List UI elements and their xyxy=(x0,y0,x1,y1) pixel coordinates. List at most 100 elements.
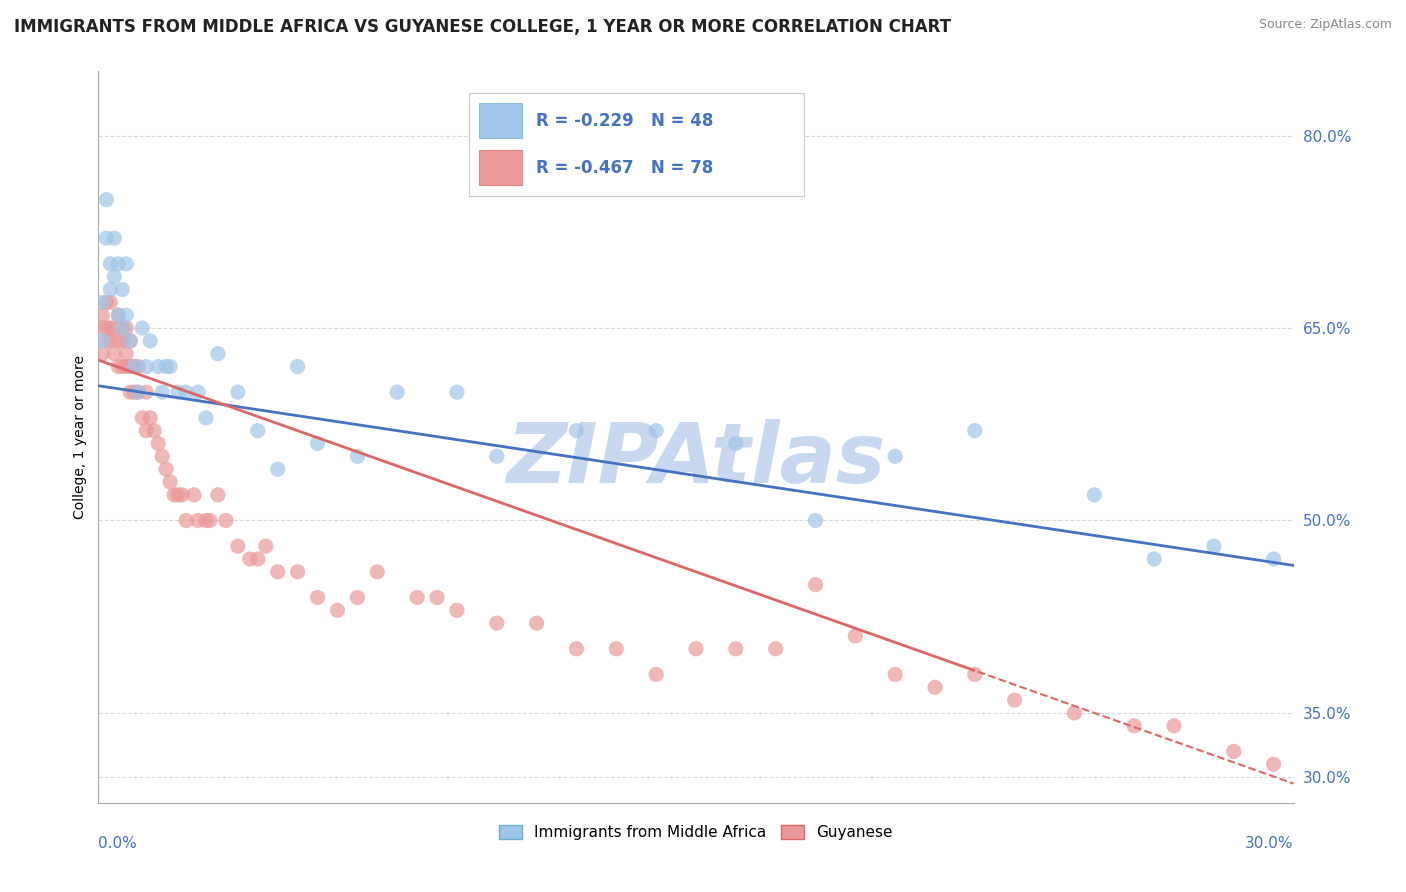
Point xyxy=(1123,719,1146,733)
Point xyxy=(98,295,122,310)
Point xyxy=(485,616,508,631)
Point xyxy=(107,308,129,322)
Point xyxy=(226,539,249,553)
Point xyxy=(131,410,153,425)
Point xyxy=(1163,719,1185,733)
Point xyxy=(120,334,142,348)
Point xyxy=(163,488,186,502)
Point xyxy=(98,321,122,335)
Point xyxy=(111,283,134,297)
Point xyxy=(765,641,787,656)
Point xyxy=(159,359,181,374)
Point xyxy=(127,359,149,374)
Point xyxy=(111,359,134,374)
Point xyxy=(98,257,122,271)
Point xyxy=(1263,757,1285,772)
Point xyxy=(884,450,907,464)
Point xyxy=(724,641,747,656)
Point xyxy=(207,488,229,502)
Point xyxy=(385,385,409,400)
Point xyxy=(131,321,153,335)
Point xyxy=(107,359,129,374)
Point xyxy=(120,334,142,348)
Point xyxy=(446,385,468,400)
Point xyxy=(645,667,668,681)
Point xyxy=(1083,488,1105,502)
Point xyxy=(127,385,149,400)
Point xyxy=(115,308,138,322)
Point xyxy=(198,514,221,528)
Point xyxy=(124,359,146,374)
Point xyxy=(963,424,986,438)
Point xyxy=(148,436,170,450)
Point xyxy=(187,385,209,400)
Point xyxy=(107,308,129,322)
Y-axis label: College, 1 year or more: College, 1 year or more xyxy=(73,355,87,519)
Point xyxy=(804,514,827,528)
Point xyxy=(346,591,368,605)
Text: IMMIGRANTS FROM MIDDLE AFRICA VS GUYANESE COLLEGE, 1 YEAR OR MORE CORRELATION CH: IMMIGRANTS FROM MIDDLE AFRICA VS GUYANES… xyxy=(14,18,950,36)
Point xyxy=(246,424,269,438)
Point xyxy=(124,385,146,400)
Point xyxy=(195,514,218,528)
Point xyxy=(91,295,114,310)
Point xyxy=(98,283,122,297)
Point xyxy=(103,321,125,335)
Point xyxy=(115,321,138,335)
Point xyxy=(804,577,827,591)
Point xyxy=(174,514,197,528)
Point xyxy=(406,591,429,605)
Point xyxy=(844,629,866,643)
Point xyxy=(884,667,907,681)
Point xyxy=(111,321,134,335)
Point xyxy=(103,231,125,245)
Point xyxy=(724,436,747,450)
Point xyxy=(963,667,986,681)
Point xyxy=(124,359,146,374)
Point xyxy=(526,616,548,631)
Point xyxy=(111,334,134,348)
Point xyxy=(485,450,508,464)
Point xyxy=(565,641,588,656)
Point xyxy=(135,385,157,400)
Point xyxy=(139,410,162,425)
Point xyxy=(135,424,157,438)
Point xyxy=(96,231,118,245)
Point xyxy=(120,385,142,400)
Point xyxy=(1263,552,1285,566)
Point xyxy=(167,385,190,400)
Point xyxy=(1143,552,1166,566)
Point xyxy=(96,193,118,207)
Point xyxy=(120,359,142,374)
Point xyxy=(115,346,138,360)
Point xyxy=(98,334,122,348)
Point xyxy=(135,359,157,374)
Point xyxy=(91,308,114,322)
Point xyxy=(96,295,118,310)
Point xyxy=(307,591,329,605)
Text: ZIPAtlas: ZIPAtlas xyxy=(506,418,886,500)
Point xyxy=(96,321,118,335)
Point xyxy=(366,565,388,579)
Text: 0.0%: 0.0% xyxy=(98,836,138,851)
Point xyxy=(150,450,173,464)
Point xyxy=(91,321,114,335)
Text: Source: ZipAtlas.com: Source: ZipAtlas.com xyxy=(1258,18,1392,31)
Point xyxy=(174,385,197,400)
Point xyxy=(139,334,162,348)
Point xyxy=(172,488,194,502)
Point xyxy=(1063,706,1085,720)
Point xyxy=(103,346,125,360)
Point xyxy=(246,552,269,566)
Point xyxy=(187,514,209,528)
Point xyxy=(215,514,238,528)
Point xyxy=(103,269,125,284)
Point xyxy=(685,641,707,656)
Point xyxy=(565,424,588,438)
Point xyxy=(143,424,166,438)
Point xyxy=(96,334,118,348)
Point xyxy=(115,359,138,374)
Point xyxy=(107,257,129,271)
Point xyxy=(1223,744,1246,758)
Point xyxy=(155,462,177,476)
